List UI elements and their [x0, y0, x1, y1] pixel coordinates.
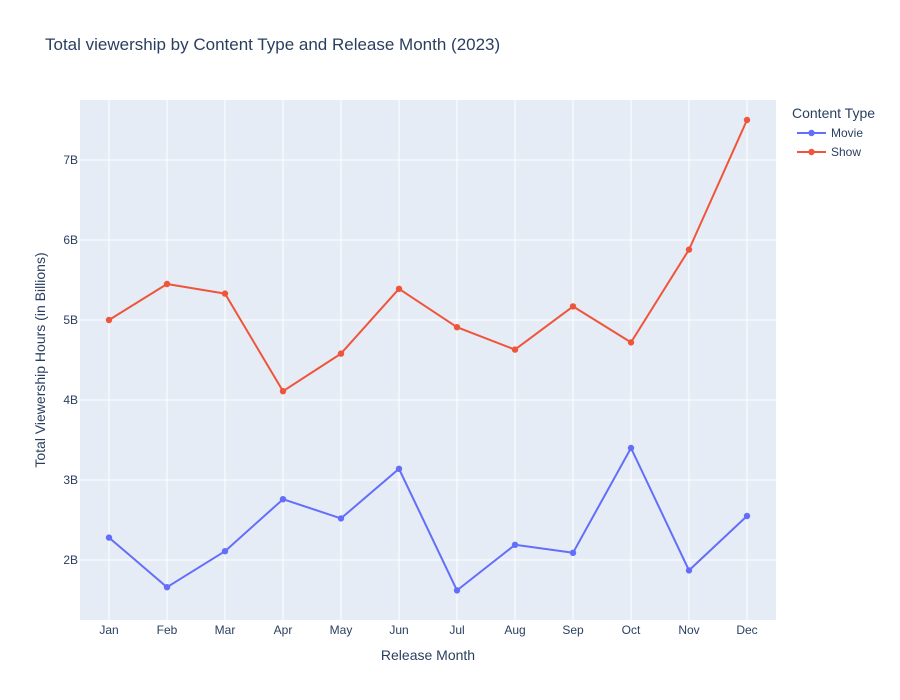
data-point-movie — [337, 515, 345, 522]
x-tick-label: Jul — [449, 623, 464, 637]
legend-items: Movie Show — [797, 126, 863, 159]
legend-title: Content Type — [792, 105, 875, 121]
y-axis-ticks: 2B 3B 4B 5B 6B 7B — [63, 153, 78, 567]
x-tick-label: Jan — [99, 623, 118, 637]
legend-item-show[interactable]: Show — [797, 145, 861, 159]
y-tick-label: 3B — [63, 473, 78, 487]
x-gridlines — [108, 100, 748, 620]
data-point-movie — [221, 548, 229, 555]
legend: Content Type Movie Show — [792, 105, 875, 159]
series-line-movie — [108, 447, 748, 592]
y-tick-label: 7B — [63, 153, 78, 167]
data-point-movie — [163, 584, 171, 591]
x-tick-label: Feb — [157, 623, 178, 637]
series-show — [105, 116, 751, 395]
x-tick-label: Aug — [504, 623, 525, 637]
x-axis-ticks: Jan Feb Mar Apr May Jun Jul Aug Sep Oct Nov Dec — [99, 623, 757, 637]
x-tick-label: Apr — [274, 623, 293, 637]
y-axis-title: Total Viewership Hours (in Billions) — [32, 252, 48, 467]
data-point-movie — [685, 567, 693, 574]
legend-label: Movie — [831, 126, 863, 140]
x-tick-label: Dec — [736, 623, 757, 637]
data-point-show — [395, 285, 403, 292]
data-point-show — [453, 324, 461, 331]
data-point-movie — [743, 512, 751, 520]
y-tick-label: 4B — [63, 393, 78, 407]
x-tick-label: Sep — [562, 623, 584, 637]
data-point-movie — [627, 444, 635, 452]
y-tick-label: 5B — [63, 313, 78, 327]
data-point-movie — [395, 465, 403, 472]
data-point-show — [337, 350, 345, 357]
x-tick-label: Mar — [215, 623, 236, 637]
legend-swatch-marker — [808, 148, 815, 156]
series-layer — [105, 116, 751, 594]
plot-area — [80, 100, 776, 620]
y-gridlines — [80, 159, 776, 561]
legend-label: Show — [831, 145, 861, 159]
data-point-show — [279, 388, 287, 395]
data-point-show — [627, 339, 635, 346]
data-point-movie — [279, 496, 287, 503]
x-tick-label: May — [330, 623, 353, 637]
data-point-show — [743, 116, 751, 124]
x-tick-label: Jun — [389, 623, 408, 637]
data-point-show — [511, 346, 519, 353]
data-point-movie — [511, 541, 519, 548]
data-point-show — [685, 246, 693, 253]
data-point-show — [569, 303, 577, 310]
data-point-movie — [569, 549, 577, 556]
data-point-show — [221, 290, 229, 297]
legend-item-movie[interactable]: Movie — [797, 126, 863, 140]
data-point-show — [105, 316, 113, 324]
data-point-show — [163, 280, 171, 288]
series-movie — [105, 444, 751, 594]
chart-title: Total viewership by Content Type and Rel… — [45, 35, 500, 54]
y-tick-label: 2B — [63, 553, 78, 567]
series-line-show — [108, 119, 748, 393]
y-tick-label: 6B — [63, 233, 78, 247]
x-axis-title: Release Month — [381, 647, 475, 663]
data-point-movie — [453, 587, 461, 594]
data-point-movie — [105, 534, 113, 541]
x-tick-label: Oct — [622, 623, 641, 637]
legend-swatch-marker — [808, 129, 815, 137]
x-tick-label: Nov — [678, 623, 699, 637]
